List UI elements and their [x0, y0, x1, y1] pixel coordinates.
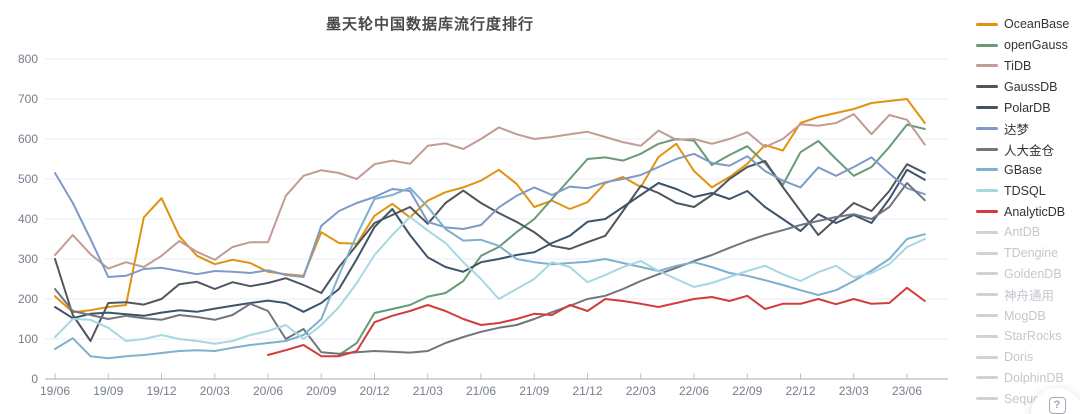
x-axis-label: 20/12 [359, 384, 389, 398]
legend-item-GBase[interactable]: GBase [976, 160, 1080, 181]
series-line-openGauss [338, 123, 926, 356]
legend-item-达梦[interactable]: 达梦 [976, 118, 1080, 139]
y-axis-label: 200 [18, 292, 38, 306]
legend-label: openGauss [1004, 38, 1068, 53]
series-line-TiDB [54, 113, 926, 270]
legend-item-TDSQL[interactable]: TDSQL [976, 180, 1080, 201]
question-mark-icon: ? [1048, 397, 1066, 414]
legend-line-swatch [976, 168, 998, 172]
legend-label: TDengine [1004, 246, 1059, 261]
y-axis-label: 800 [18, 52, 38, 66]
chart-title: 墨天轮中国数据库流行度排行 [325, 16, 535, 33]
legend-line-swatch [976, 43, 998, 47]
legend-line-swatch [976, 64, 998, 68]
legend-line-swatch [976, 293, 998, 297]
legend-label: TiDB [1004, 58, 1032, 73]
legend-item-Doris[interactable]: Doris [976, 347, 1080, 368]
y-axis-label: 700 [18, 92, 38, 106]
legend-label: AntDB [1004, 225, 1041, 240]
series-line-TDSQL [54, 216, 926, 345]
x-axis-label: 23/03 [839, 384, 869, 398]
legend-label: GaussDB [1004, 79, 1058, 94]
series-line-PolarDB [54, 168, 926, 320]
x-axis-label: 21/09 [519, 384, 549, 398]
x-axis-label: 20/06 [253, 384, 283, 398]
legend-item-TiDB[interactable]: TiDB [976, 56, 1080, 77]
legend-label: OceanBase [1004, 17, 1070, 32]
legend-label: TDSQL [1004, 183, 1046, 198]
legend-line-swatch [976, 85, 998, 89]
legend-label: Doris [1004, 350, 1034, 365]
legend-line-swatch [976, 355, 998, 359]
legend-label: 达梦 [1004, 122, 1030, 137]
legend-item-DolphinDB[interactable]: DolphinDB [976, 368, 1080, 389]
x-axis-label: 21/12 [572, 384, 602, 398]
legend-item-人大金仓[interactable]: 人大金仓 [976, 139, 1080, 160]
series-line-AnalyticDB [267, 286, 926, 358]
legend-label: 人大金仓 [1004, 143, 1055, 158]
legend-label: GBase [1004, 162, 1043, 177]
y-axis-label: 500 [18, 172, 38, 186]
x-axis-label: 19/06 [40, 384, 70, 398]
legend-line-swatch [976, 126, 998, 130]
legend: OceanBase openGauss TiDB GaussDB PolarDB 达梦人大… [976, 14, 1080, 414]
x-axis-label: 20/03 [200, 384, 230, 398]
legend-line-swatch [976, 106, 998, 110]
y-axis-label: 300 [18, 252, 38, 266]
x-axis-label: 22/03 [626, 384, 656, 398]
series-line-达梦 [54, 152, 926, 278]
line-chart: 0 100 200 300 400 500 600 700 800 19/06 19/09 19/12… [18, 52, 948, 398]
y-axis-label: 400 [18, 212, 38, 226]
x-axis-label: 19/12 [146, 384, 176, 398]
legend-item-GoldenDB[interactable]: GoldenDB [976, 264, 1080, 285]
legend-line-swatch [976, 272, 998, 276]
legend-label: Kylige [1004, 413, 1038, 414]
y-axis-label: 100 [18, 332, 38, 346]
x-axis-label: 22/09 [732, 384, 762, 398]
legend-line-swatch [976, 189, 998, 193]
legend-item-AntDB[interactable]: AntDB [976, 222, 1080, 243]
legend-item-TDengine[interactable]: TDengine [976, 243, 1080, 264]
legend-label: PolarDB [1004, 100, 1051, 115]
legend-item-openGauss[interactable]: openGauss [976, 35, 1080, 56]
legend-line-swatch [976, 314, 998, 318]
legend-line-swatch [976, 22, 998, 26]
legend-label: 神舟通用 [1004, 289, 1055, 304]
legend-line-swatch [976, 210, 998, 214]
x-axis-label: 23/06 [892, 384, 922, 398]
legend-item-MogDB[interactable]: MogDB [976, 305, 1080, 326]
series-line-GBase [54, 186, 926, 360]
legend-label: GoldenDB [1004, 266, 1062, 281]
legend-line-swatch [976, 376, 998, 380]
legend-line-swatch [976, 397, 998, 401]
y-axis-label: 600 [18, 132, 38, 146]
legend-item-GaussDB[interactable]: GaussDB [976, 76, 1080, 97]
legend-item-Kylige[interactable]: Kylige [976, 409, 1080, 414]
x-axis-label: 21/03 [413, 384, 443, 398]
legend-line-swatch [976, 147, 998, 151]
legend-label: StarRocks [1004, 329, 1062, 344]
legend-item-PolarDB[interactable]: PolarDB [976, 97, 1080, 118]
x-axis-label: 20/09 [306, 384, 336, 398]
x-axis-label: 22/06 [679, 384, 709, 398]
series-line-人大金仓 [54, 182, 926, 355]
legend-line-swatch [976, 251, 998, 255]
legend-item-AnalyticDB[interactable]: AnalyticDB [976, 201, 1080, 222]
x-axis-label: 22/12 [785, 384, 815, 398]
legend-line-swatch [976, 334, 998, 338]
legend-item-神舟通用[interactable]: 神舟通用 [976, 284, 1080, 305]
series-line-GaussDB [54, 160, 926, 342]
legend-item-OceanBase[interactable]: OceanBase [976, 14, 1080, 35]
x-axis-label: 21/06 [466, 384, 496, 398]
series-line-OceanBase [54, 98, 926, 314]
legend-label: MogDB [1004, 308, 1046, 323]
legend-label: DolphinDB [1004, 370, 1064, 385]
legend-line-swatch [976, 230, 998, 234]
x-axis-label: 19/09 [93, 384, 123, 398]
legend-label: AnalyticDB [1004, 204, 1066, 219]
y-axis-label: 0 [31, 372, 38, 386]
legend-item-StarRocks[interactable]: StarRocks [976, 326, 1080, 347]
